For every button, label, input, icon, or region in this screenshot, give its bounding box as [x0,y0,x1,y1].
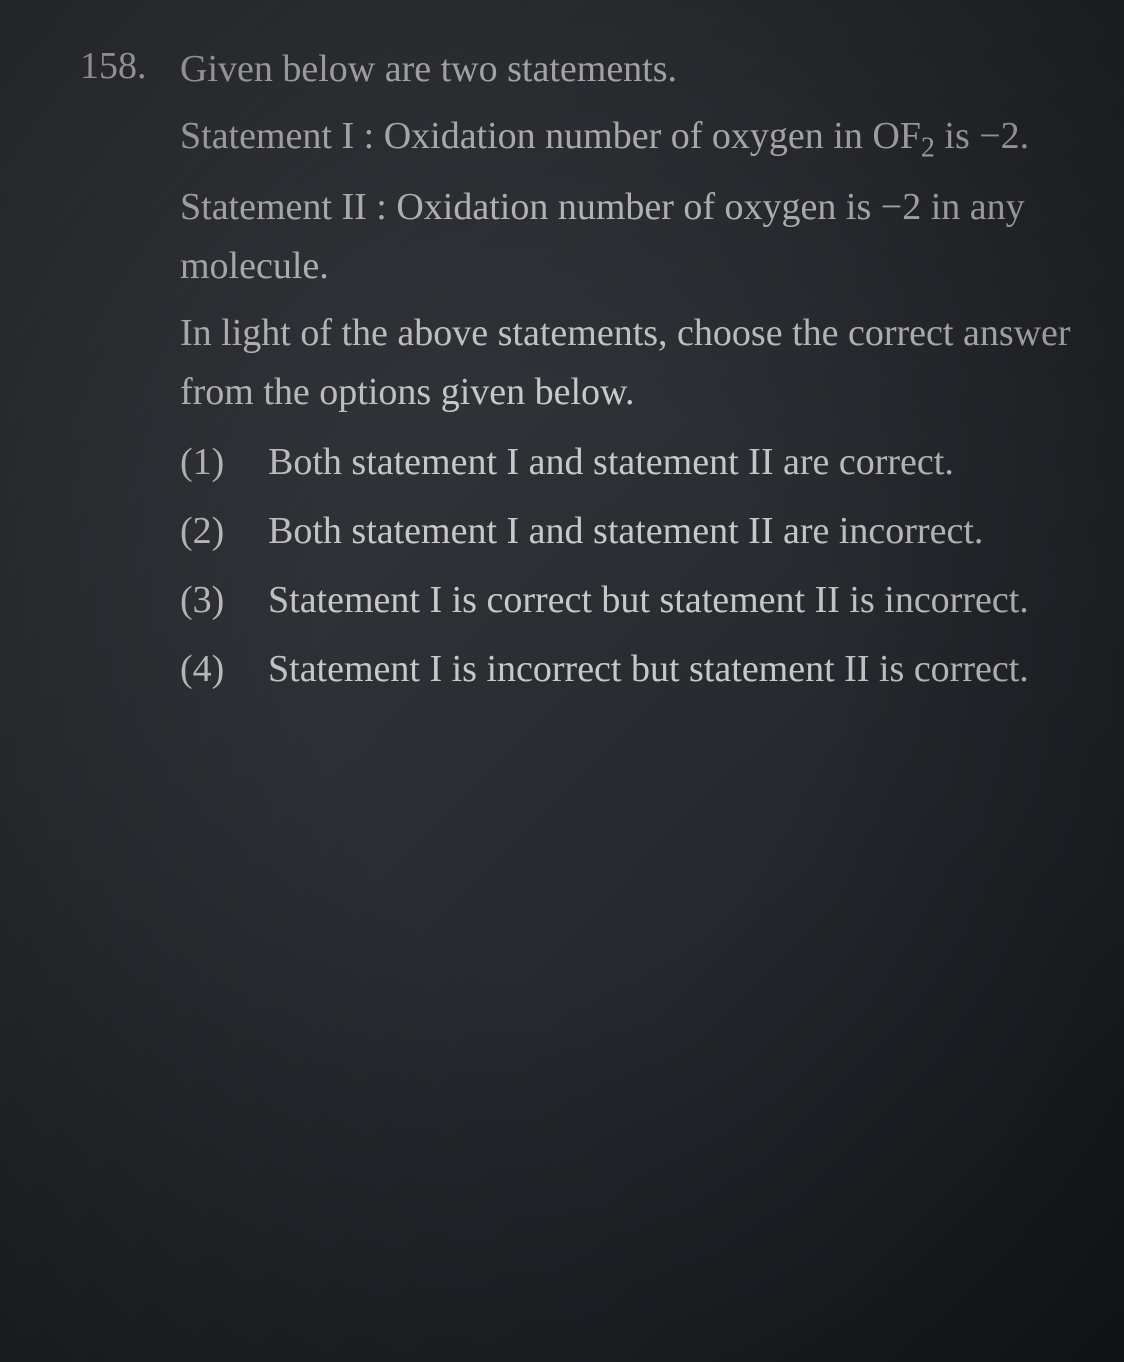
question-intro: Given below are two statements. [180,40,1074,99]
statement-1-subscript: 2 [921,132,935,163]
option-2-text: Both statement I and statement II are in… [268,502,1074,561]
question-instruction: In light of the above statements, choose… [180,304,1074,422]
option-4[interactable]: (4) Statement I is incorrect but stateme… [180,640,1074,699]
option-3-text: Statement I is correct but statement II … [268,571,1074,630]
option-3-number: (3) [180,571,250,630]
statement-2: Statement II : Oxidation number of oxyge… [180,178,1074,296]
question-content: Given below are two statements. Statemen… [180,40,1074,699]
option-4-text: Statement I is incorrect but statement I… [268,640,1074,699]
option-1[interactable]: (1) Both statement I and statement II ar… [180,433,1074,492]
option-2[interactable]: (2) Both statement I and statement II ar… [180,502,1074,561]
options-list: (1) Both statement I and statement II ar… [180,433,1074,699]
statement-1-text-pre: Oxidation number of oxygen in OF [384,115,921,157]
option-2-number: (2) [180,502,250,561]
option-4-number: (4) [180,640,250,699]
statement-1-text-post: is −2. [935,115,1029,157]
option-3[interactable]: (3) Statement I is correct but statement… [180,571,1074,630]
option-1-number: (1) [180,433,250,492]
question-number: 158. [80,40,160,699]
statement-2-label: Statement II : [180,186,387,228]
statement-1: Statement I : Oxidation number of oxygen… [180,107,1074,170]
question-container: 158. Given below are two statements. Sta… [80,40,1074,699]
option-1-text: Both statement I and statement II are co… [268,433,1074,492]
statement-1-label: Statement I : [180,115,374,157]
